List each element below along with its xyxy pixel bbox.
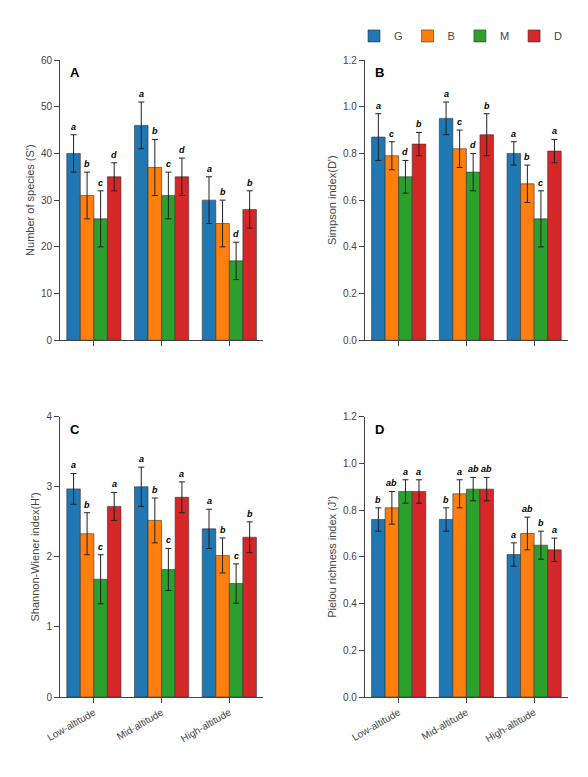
svg-text:Pielou richness index (J'): Pielou richness index (J') xyxy=(326,496,338,618)
svg-text:ab: ab xyxy=(522,504,533,514)
svg-text:D: D xyxy=(554,30,562,42)
svg-text:c: c xyxy=(457,117,462,127)
svg-text:a: a xyxy=(179,469,184,479)
svg-text:0.0: 0.0 xyxy=(343,692,357,703)
svg-text:b: b xyxy=(152,485,158,495)
svg-text:b: b xyxy=(247,509,253,519)
svg-text:2: 2 xyxy=(46,551,52,562)
svg-text:Simpson index(D'): Simpson index(D') xyxy=(326,155,338,245)
svg-text:0.0: 0.0 xyxy=(343,335,357,346)
svg-text:0.4: 0.4 xyxy=(343,598,357,609)
svg-text:Mid-altitude: Mid-altitude xyxy=(420,706,471,742)
svg-text:b: b xyxy=(524,152,530,162)
svg-text:c: c xyxy=(166,159,171,169)
svg-text:A: A xyxy=(70,65,80,80)
svg-text:Number of species (S'): Number of species (S') xyxy=(24,144,36,256)
svg-text:C: C xyxy=(70,422,80,437)
svg-text:ab: ab xyxy=(386,478,397,488)
svg-text:a: a xyxy=(376,101,381,111)
svg-text:0.8: 0.8 xyxy=(343,505,357,516)
svg-text:b: b xyxy=(220,525,226,535)
svg-text:a: a xyxy=(403,467,408,477)
svg-text:c: c xyxy=(166,535,171,545)
svg-text:1.0: 1.0 xyxy=(343,458,357,469)
svg-text:d: d xyxy=(179,145,185,155)
svg-text:a: a xyxy=(457,467,462,477)
svg-text:G: G xyxy=(394,30,403,42)
svg-text:c: c xyxy=(538,178,543,188)
svg-text:D: D xyxy=(375,422,384,437)
svg-text:b: b xyxy=(416,119,422,129)
svg-text:1.2: 1.2 xyxy=(343,55,357,66)
svg-text:d: d xyxy=(233,229,239,239)
svg-text:a: a xyxy=(416,467,421,477)
svg-text:High-altitude: High-altitude xyxy=(483,706,538,744)
svg-text:b: b xyxy=(220,187,226,197)
svg-text:ab: ab xyxy=(481,464,492,474)
svg-text:a: a xyxy=(112,479,117,489)
svg-text:c: c xyxy=(234,551,239,561)
svg-text:3: 3 xyxy=(46,481,52,492)
svg-text:0.6: 0.6 xyxy=(343,195,357,206)
svg-text:M: M xyxy=(500,30,509,42)
svg-text:a: a xyxy=(207,496,212,506)
svg-text:b: b xyxy=(247,178,253,188)
svg-text:a: a xyxy=(139,454,144,464)
svg-text:d: d xyxy=(111,150,117,160)
svg-text:0.8: 0.8 xyxy=(343,148,357,159)
svg-text:a: a xyxy=(139,89,144,99)
svg-text:20: 20 xyxy=(41,241,53,252)
svg-text:c: c xyxy=(98,542,103,552)
svg-text:b: b xyxy=(484,101,490,111)
svg-text:Low-altitude: Low-altitude xyxy=(350,706,403,743)
svg-text:0.2: 0.2 xyxy=(343,645,357,656)
svg-text:50: 50 xyxy=(41,101,53,112)
svg-text:a: a xyxy=(552,525,557,535)
svg-text:b: b xyxy=(538,518,544,528)
svg-text:B: B xyxy=(375,65,384,80)
svg-text:1.0: 1.0 xyxy=(343,101,357,112)
svg-text:60: 60 xyxy=(41,55,53,66)
svg-text:1: 1 xyxy=(46,621,52,632)
svg-text:0.2: 0.2 xyxy=(343,288,357,299)
svg-text:b: b xyxy=(443,495,449,505)
svg-text:B: B xyxy=(448,30,455,42)
svg-text:b: b xyxy=(84,159,90,169)
svg-text:c: c xyxy=(389,129,394,139)
svg-text:a: a xyxy=(511,530,516,540)
svg-text:10: 10 xyxy=(41,288,53,299)
svg-text:c: c xyxy=(98,178,103,188)
svg-text:Mid-altitude: Mid-altitude xyxy=(115,706,166,742)
svg-text:a: a xyxy=(207,164,212,174)
svg-text:Shannon-Wiener index(H'): Shannon-Wiener index(H') xyxy=(29,492,41,621)
svg-text:b: b xyxy=(84,500,90,510)
svg-text:a: a xyxy=(71,122,76,132)
svg-text:Low-altitude: Low-altitude xyxy=(45,706,98,743)
svg-text:0.6: 0.6 xyxy=(343,551,357,562)
svg-text:b: b xyxy=(375,495,381,505)
svg-text:a: a xyxy=(444,89,449,99)
svg-text:4: 4 xyxy=(46,411,52,422)
svg-text:0: 0 xyxy=(46,335,52,346)
svg-text:d: d xyxy=(402,147,408,157)
svg-text:1.2: 1.2 xyxy=(343,411,357,422)
svg-text:ab: ab xyxy=(468,464,479,474)
svg-text:High-altitude: High-altitude xyxy=(179,706,234,744)
svg-text:a: a xyxy=(552,126,557,136)
svg-text:0: 0 xyxy=(46,692,52,703)
svg-text:30: 30 xyxy=(41,195,53,206)
svg-text:b: b xyxy=(152,126,158,136)
svg-text:a: a xyxy=(71,460,76,470)
svg-text:a: a xyxy=(511,129,516,139)
svg-text:d: d xyxy=(470,140,476,150)
svg-text:0.4: 0.4 xyxy=(343,241,357,252)
svg-text:40: 40 xyxy=(41,148,53,159)
